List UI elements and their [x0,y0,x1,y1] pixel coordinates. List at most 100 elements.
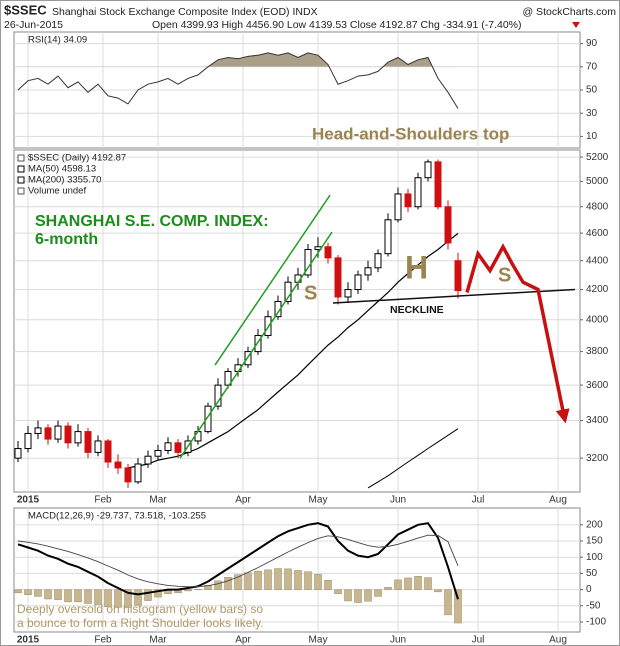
rsi-area [208,52,433,67]
candle-body [424,161,432,179]
histogram-bar [54,589,62,600]
x-tick-label: Aug [549,635,567,646]
y-tick-label: 5200 [586,152,609,163]
annotation: 6-month [35,231,98,248]
legend-swatch [17,165,25,173]
trend-line [332,288,576,304]
trend-line [214,194,331,366]
candle-body [34,427,42,434]
histogram-bar [284,568,292,590]
candle-body [414,177,422,208]
x-tick-label: Mar [149,635,167,646]
y-tick-label: 3600 [586,380,609,391]
histogram-bar [294,570,302,590]
candle-body [154,449,162,457]
rsi-line [17,52,459,109]
candle-body [164,442,172,451]
histogram-bar [344,589,352,602]
y-tick-label: -100 [586,617,606,628]
legend-entry: Volume undef [28,186,86,197]
x-tick-label: 2015 [17,495,40,506]
histogram-bar [424,577,432,590]
candle-body [344,289,352,298]
projection-line [465,243,570,424]
y-tick-label: 100 [586,552,603,563]
histogram-bar [334,589,342,595]
candle-body [174,442,182,453]
source: @ StockCharts.com [522,6,616,18]
histogram-bar [354,589,362,603]
legend-entry: MA(50) 4598.13 [28,164,96,175]
x-tick-label: Jul [472,635,485,646]
candle-body [404,193,412,208]
candle-body [334,257,342,298]
candle-body [214,384,222,407]
histogram-bar [314,574,322,590]
x-tick-label: Feb [94,635,112,646]
y-tick-label: -50 [586,600,601,611]
candle-body [44,427,52,440]
candle-body [84,431,92,453]
histogram-bar [234,574,242,590]
histogram-bar [24,589,32,596]
annotation: H [405,249,428,285]
x-tick-label: Jun [390,495,406,506]
histogram-bar [444,589,452,616]
annotation: Head-and-Shoulders top [312,124,509,143]
index-name: Shanghai Stock Exchange Composite Index … [52,6,318,18]
legend-swatch [17,187,25,195]
candle-body [384,219,392,255]
signal-line [17,534,459,588]
candle-body [54,425,62,440]
y-tick-label: 70 [586,61,598,72]
candle-body [94,440,102,453]
histogram-bar [64,589,72,603]
histogram-bar [44,589,52,600]
quote: Open 4399.93 High 4456.90 Low 4139.53 Cl… [152,19,522,31]
candle-body [64,425,72,444]
histogram-bar [404,577,412,590]
legend-entry: $SSEC (Daily) 4192.87 [28,153,126,164]
candle-body [434,161,442,208]
y-tick-label: 50 [586,568,598,579]
macd-line [17,522,459,600]
y-tick-label: 4200 [586,284,609,295]
histogram-bar [134,589,142,606]
x-tick-label: May [309,495,328,506]
candle-body [104,440,112,463]
y-tick-label: 0 [586,584,592,595]
y-tick-label: 150 [586,536,603,547]
annotation: a bounce to form a Right Shoulder looks … [17,616,264,630]
x-tick-label: Apr [235,635,251,646]
histogram-bar [254,570,262,590]
histogram-bar [144,589,152,601]
candle-body [364,267,372,276]
histogram-bar [14,589,22,594]
date: 26-Jun-2015 [4,19,63,31]
candle-body [394,193,402,221]
annotation: S [498,264,511,286]
y-tick-label: 4600 [586,228,609,239]
histogram-bar [114,589,122,608]
histogram-bar [274,568,282,590]
down-icon [572,22,580,28]
x-tick-label: Aug [549,495,567,506]
x-tick-label: 2015 [17,635,40,646]
candle-body [194,431,202,442]
candle-body [224,370,232,386]
histogram-bar [184,589,192,592]
candle-body [354,274,362,291]
y-tick-label: 3800 [586,346,609,357]
candle-body [144,455,152,465]
x-tick-label: May [309,635,328,646]
y-tick-label: 30 [586,108,598,119]
y-tick-label: 4400 [586,255,609,266]
candle-body [74,431,82,444]
y-tick-label: 3400 [586,415,609,426]
candle-body [444,206,452,244]
histogram-bar [324,579,332,590]
histogram-bar [224,577,232,590]
histogram-bar [74,589,82,603]
macd-title: MACD(12,26,9) -29.737, 73.518, -103.255 [28,511,206,522]
